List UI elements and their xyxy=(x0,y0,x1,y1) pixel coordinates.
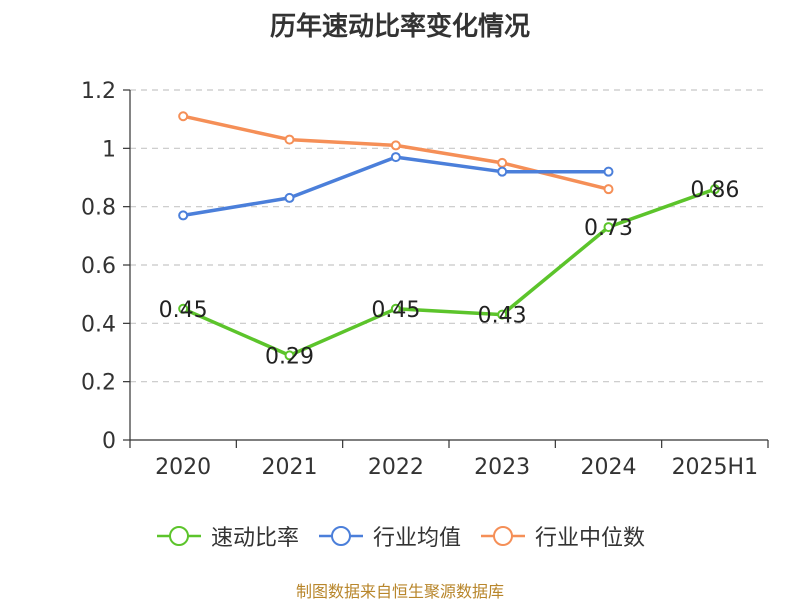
point-0-3 xyxy=(497,309,508,320)
x-tick-label-3: 2023 xyxy=(474,455,530,480)
point-2-0 xyxy=(178,111,189,122)
legend: 速动比率 行业均值 行业中位数 xyxy=(0,520,800,552)
point-2-4 xyxy=(603,184,614,195)
legend-marker-0 xyxy=(156,526,201,546)
y-tick-label-2: 0.4 xyxy=(81,312,116,337)
source-note: 制图数据来自恒生聚源数据库 xyxy=(295,582,504,601)
grid-lines xyxy=(130,89,768,383)
legend-marker-1 xyxy=(318,526,363,546)
point-2-3 xyxy=(497,157,508,168)
y-tick-label-4: 0.8 xyxy=(81,196,116,221)
y-tick-label-1: 0.2 xyxy=(81,371,116,396)
x-tick-label-1: 2021 xyxy=(262,455,318,480)
axes: 0 0.2 0.4 0.6 0.8 1 1.2 2020 2021 2022 2023 2024 202… xyxy=(81,79,769,480)
data-label-1: 0.29 xyxy=(265,344,314,369)
point-1-1 xyxy=(284,192,295,203)
legend-item-2[interactable]: 行业中位数 xyxy=(479,520,645,552)
point-1-2 xyxy=(390,152,401,163)
y-tick-label-0: 0 xyxy=(102,429,116,454)
point-0-0 xyxy=(178,303,189,314)
legend-label-1: 行业均值 xyxy=(372,526,461,551)
x-tick-label-2: 2022 xyxy=(368,455,424,480)
data-label-2: 0.45 xyxy=(371,298,420,323)
series-line-0 xyxy=(182,187,716,358)
data-label-5: 0.86 xyxy=(690,178,739,203)
x-tick-label-5: 2025H1 xyxy=(672,455,759,480)
data-label-3: 0.43 xyxy=(478,304,527,329)
legend-label-0: 速动比率 xyxy=(210,526,299,551)
point-0-2 xyxy=(390,303,401,314)
point-2-1 xyxy=(284,134,295,145)
chart-title: 历年速动比率变化情况 xyxy=(269,12,530,42)
x-tick-label-4: 2024 xyxy=(581,455,637,480)
point-0-1 xyxy=(284,350,295,361)
data-labels: 0.45 0.29 0.45 0.43 0.73 0.86 xyxy=(159,178,740,369)
y-tick-label-6: 1.2 xyxy=(81,79,116,104)
legend-item-0[interactable]: 速动比率 xyxy=(155,520,299,552)
point-0-4 xyxy=(603,222,614,233)
point-2-2 xyxy=(390,140,401,151)
point-1-0 xyxy=(178,210,189,221)
legend-label-2: 行业中位数 xyxy=(535,526,646,551)
series-layer xyxy=(178,111,720,361)
x-tick-label-0: 2020 xyxy=(155,455,211,480)
y-tick-label-3: 0.6 xyxy=(81,254,116,279)
data-label-4: 0.73 xyxy=(584,216,633,241)
point-0-5 xyxy=(709,184,720,195)
y-tick-label-5: 1 xyxy=(102,137,116,162)
legend-marker-2 xyxy=(481,526,525,546)
legend-item-1[interactable]: 行业均值 xyxy=(317,520,461,552)
point-1-3 xyxy=(497,166,508,177)
point-1-4 xyxy=(603,166,614,177)
data-label-0: 0.45 xyxy=(159,298,208,323)
